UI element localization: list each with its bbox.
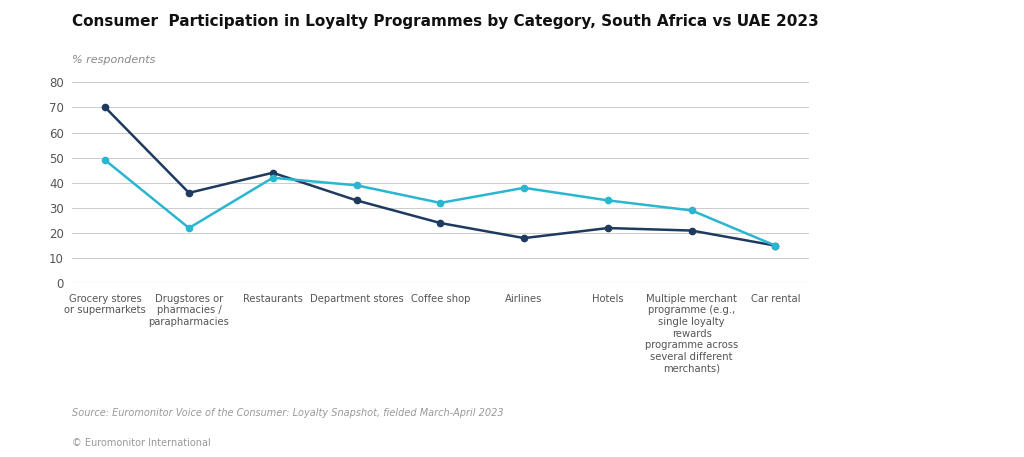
Text: © Euromonitor International: © Euromonitor International — [72, 438, 210, 448]
Text: Source: Euromonitor Voice of the Consumer: Loyalty Snapshot, fielded March-April: Source: Euromonitor Voice of the Consume… — [72, 408, 504, 418]
Text: Consumer  Participation in Loyalty Programmes by Category, South Africa vs UAE 2: Consumer Participation in Loyalty Progra… — [72, 14, 818, 29]
Text: % respondents: % respondents — [72, 55, 155, 65]
